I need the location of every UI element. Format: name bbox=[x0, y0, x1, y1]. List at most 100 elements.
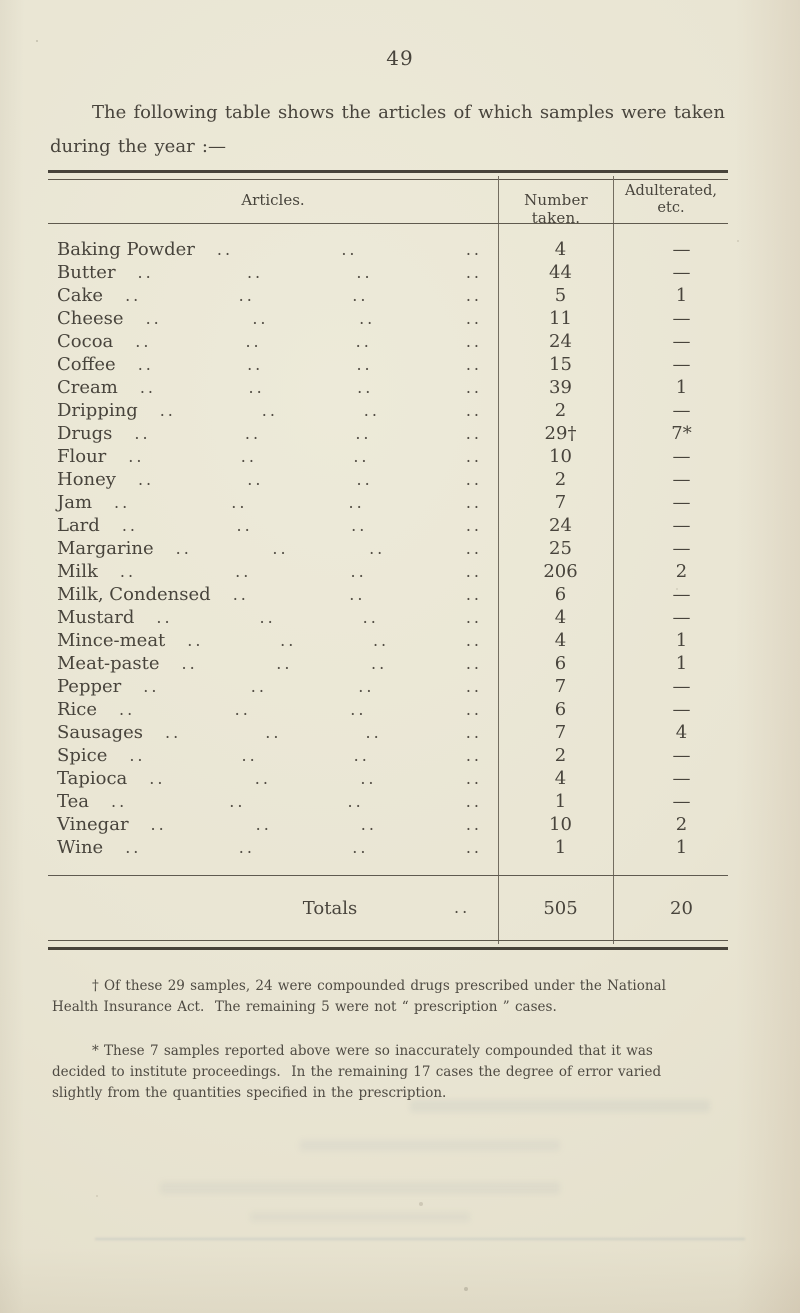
leader-dots: ........ bbox=[89, 792, 498, 811]
leader-dot-group: .. bbox=[149, 769, 166, 788]
number-taken-value: 4 bbox=[554, 607, 567, 628]
number-taken-value: 5 bbox=[554, 285, 567, 306]
leader-dot-group: .. bbox=[145, 309, 162, 328]
article-cell: Tapioca........ bbox=[48, 768, 498, 789]
adulterated-value: — bbox=[672, 791, 691, 812]
leader-dot-group: .. bbox=[247, 470, 264, 489]
leader-dot-group: .. bbox=[119, 700, 136, 719]
table-row: Tea........ 1 — bbox=[48, 790, 728, 813]
adulterated-value: — bbox=[672, 262, 691, 283]
leader-dot-group: .. bbox=[165, 723, 182, 742]
leader-dot-group: .. bbox=[139, 378, 157, 397]
article-cell: Baking Powder...... bbox=[48, 239, 498, 260]
show-through-smudge bbox=[160, 1182, 560, 1194]
leader-dot-group: .. bbox=[254, 769, 271, 788]
leader-dot-group: .. bbox=[111, 792, 128, 811]
adulterated-value: — bbox=[672, 745, 691, 766]
totals-row: Totals .. 505 20 bbox=[48, 876, 728, 944]
table-body: Baking Powder...... 4— Butter........ 44— Ca… bbox=[48, 224, 728, 859]
number-taken-value: 2 bbox=[554, 400, 567, 421]
leader-dot-group: .. bbox=[357, 378, 374, 397]
adulterated-value: 2 bbox=[675, 814, 688, 835]
article-cell: Dripping........ bbox=[48, 400, 498, 421]
leader-dot-group: .. bbox=[359, 309, 376, 328]
leader-dot-group: .. bbox=[235, 562, 252, 581]
leader-dot-group: .. bbox=[240, 447, 257, 466]
table-row: Wine........ 1 1 bbox=[48, 836, 728, 859]
adulterated-value: — bbox=[672, 331, 691, 352]
leader-dot-group: .. bbox=[465, 746, 482, 765]
leader-dot-group: .. bbox=[276, 654, 293, 673]
footnote-asterisk: * These 7 samples reported above were so… bbox=[52, 1041, 752, 1104]
leader-dot-group: .. bbox=[465, 562, 482, 581]
table-row: Spice........ 2 — bbox=[48, 744, 728, 767]
article-cell: Sausages........ bbox=[48, 722, 498, 743]
leader-dot-group: .. bbox=[465, 769, 482, 788]
article-name: Tea bbox=[57, 791, 89, 812]
leader-dot-group: .. bbox=[247, 355, 264, 374]
table-row: Honey........ 2 — bbox=[48, 468, 728, 491]
leader-dots: ........ bbox=[113, 332, 498, 351]
article-cell: Vinegar........ bbox=[48, 814, 498, 835]
leader-dot-group: .. bbox=[255, 815, 272, 834]
leader-dot-group: .. bbox=[465, 378, 482, 397]
leader-dots: ........ bbox=[121, 677, 498, 696]
footnote-dagger: † Of these 29 samples, 24 were compounde… bbox=[52, 976, 752, 1018]
footnote-line: decided to institute proceedings. In the… bbox=[52, 1064, 662, 1080]
leader-dots: ........ bbox=[134, 608, 498, 627]
leader-dot-group: .. bbox=[465, 355, 482, 374]
table-row: Cake........ 5 1 bbox=[48, 284, 728, 307]
article-name: Cream bbox=[57, 377, 118, 398]
article-cell: Butter........ bbox=[48, 262, 498, 283]
table-bottom-rule bbox=[48, 940, 728, 950]
table-row: Baking Powder...... 4 — bbox=[48, 238, 728, 261]
leader-dot-group: .. bbox=[358, 677, 375, 696]
leader-dot-group: .. bbox=[465, 493, 482, 512]
show-through-smudge bbox=[250, 1212, 470, 1222]
table-row: Jam........ 7 — bbox=[48, 491, 728, 514]
article-cell: Flour........ bbox=[48, 446, 498, 467]
article-name: Margarine bbox=[57, 538, 154, 559]
totals-label: Totals bbox=[302, 898, 358, 919]
leader-dots: ...... bbox=[195, 240, 498, 259]
leader-dot-group: .. bbox=[350, 562, 367, 581]
article-cell: Cake........ bbox=[48, 285, 498, 306]
footnote-line: † Of these 29 samples, 24 were compounde… bbox=[92, 978, 666, 994]
article-name: Tapioca bbox=[57, 768, 128, 789]
leader-dots: ........ bbox=[103, 286, 498, 305]
leader-dots: ........ bbox=[160, 654, 498, 673]
leader-dot-group: .. bbox=[353, 746, 370, 765]
leader-dot-group: .. bbox=[143, 677, 160, 696]
leader-dots: ........ bbox=[129, 815, 498, 834]
table-top-rule bbox=[48, 170, 728, 180]
article-name: Mince-meat bbox=[57, 630, 166, 651]
leader-dot-group: .. bbox=[360, 815, 377, 834]
leader-dot-group: .. bbox=[465, 309, 482, 328]
article-cell: Wine........ bbox=[48, 837, 498, 858]
article-name: Flour bbox=[57, 446, 107, 467]
leader-dot-group: .. bbox=[236, 516, 253, 535]
leader-dot-group: .. bbox=[238, 286, 255, 305]
leader-dot-group: .. bbox=[465, 700, 482, 719]
leader-dot-group: .. bbox=[114, 493, 131, 512]
leader-dots: ........ bbox=[107, 746, 498, 765]
number-taken-value: 24 bbox=[549, 331, 572, 352]
leader-dot-group: .. bbox=[355, 424, 372, 443]
leader-dot-group: .. bbox=[465, 792, 482, 811]
leader-dot-group: .. bbox=[465, 838, 482, 857]
leader-dots: ........ bbox=[100, 516, 498, 535]
number-taken-value: 10 bbox=[549, 814, 572, 835]
leader-dot-group: .. bbox=[363, 401, 380, 420]
footnote-line: Health Insurance Act. The remaining 5 we… bbox=[52, 999, 557, 1015]
leader-dot-group: .. bbox=[134, 424, 151, 443]
table-row: Mince-meat........ 4 1 bbox=[48, 629, 728, 652]
number-taken-value: 6 bbox=[554, 653, 567, 674]
leader-dot-group: .. bbox=[348, 493, 365, 512]
leader-dots: ........ bbox=[143, 723, 498, 742]
column-divider-2 bbox=[613, 176, 614, 944]
leader-dot-group: .. bbox=[465, 240, 482, 259]
number-taken-value: 15 bbox=[549, 354, 572, 375]
leader-dot-group: .. bbox=[252, 309, 269, 328]
leader-dot-group: .. bbox=[231, 493, 248, 512]
leader-dot-group: .. bbox=[465, 654, 482, 673]
